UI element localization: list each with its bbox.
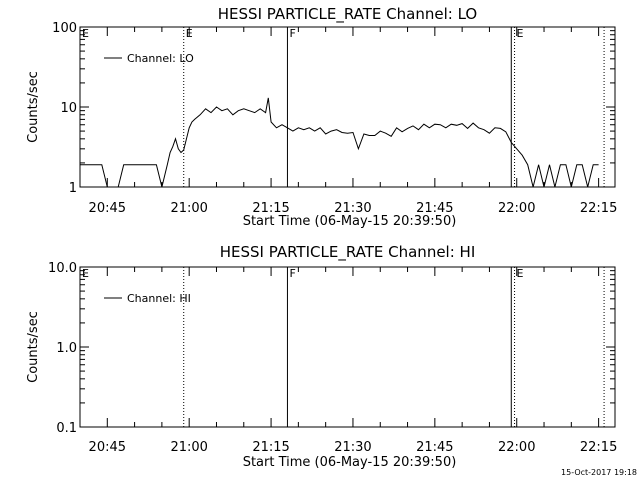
y-tick-label: 10.0: [48, 261, 77, 276]
y-tick-label: 0.1: [56, 421, 77, 436]
marker-label: F: [289, 267, 295, 280]
x-tick-label: 22:00: [498, 440, 535, 455]
y-axis-label: Counts/sec: [26, 311, 41, 383]
x-tick-label: 20:45: [89, 440, 126, 455]
x-tick-label: 22:15: [580, 201, 617, 216]
marker-label: E: [186, 27, 193, 40]
y-tick-label: 1: [69, 181, 77, 196]
series-line: [80, 97, 599, 188]
chart-title: HESSI PARTICLE_RATE Channel: HI: [220, 243, 476, 262]
x-tick-label: 22:00: [498, 201, 535, 216]
marker-label: F: [289, 27, 295, 40]
x-tick-label: 21:30: [334, 201, 371, 216]
marker-label: E: [517, 267, 524, 280]
y-tick-label: 10: [60, 101, 77, 116]
x-axis-label: Start Time (06-May-15 20:39:50): [243, 455, 457, 470]
panel-lo: HESSI PARTICLE_RATE Channel: LO 1 10 100 20:…: [26, 5, 617, 229]
x-tick-label: 20:45: [89, 201, 126, 216]
x-axis-label: Start Time (06-May-15 20:39:50): [243, 214, 457, 229]
y-tick-label: 1.0: [56, 341, 77, 356]
legend-label: Channel: LO: [127, 52, 194, 65]
edge-marker-label: E: [82, 27, 89, 40]
x-tick-label: 22:15: [580, 440, 617, 455]
x-tick-label: 21:00: [170, 201, 207, 216]
y-axis-label: Counts/sec: [26, 71, 41, 143]
x-tick-label: 21:00: [170, 440, 207, 455]
plot-frame: [79, 266, 616, 428]
x-tick-label: 21:30: [334, 440, 371, 455]
x-tick-label: 21:15: [252, 440, 289, 455]
y-tick-label: 100: [52, 21, 77, 36]
legend-label: Channel: HI: [127, 292, 191, 305]
panel-hi: HESSI PARTICLE_RATE Channel: HI 0.1 1.0 10.…: [26, 243, 617, 470]
x-tick-label: 21:15: [252, 201, 289, 216]
plot-frame: [79, 26, 616, 188]
edge-marker-label: E: [82, 267, 89, 280]
x-tick-label: 21:45: [416, 440, 453, 455]
chart-title: HESSI PARTICLE_RATE Channel: LO: [218, 5, 477, 24]
marker-label: E: [517, 27, 524, 40]
footer-timestamp: 15-Oct-2017 19:18: [561, 468, 637, 477]
x-tick-label: 21:45: [416, 201, 453, 216]
